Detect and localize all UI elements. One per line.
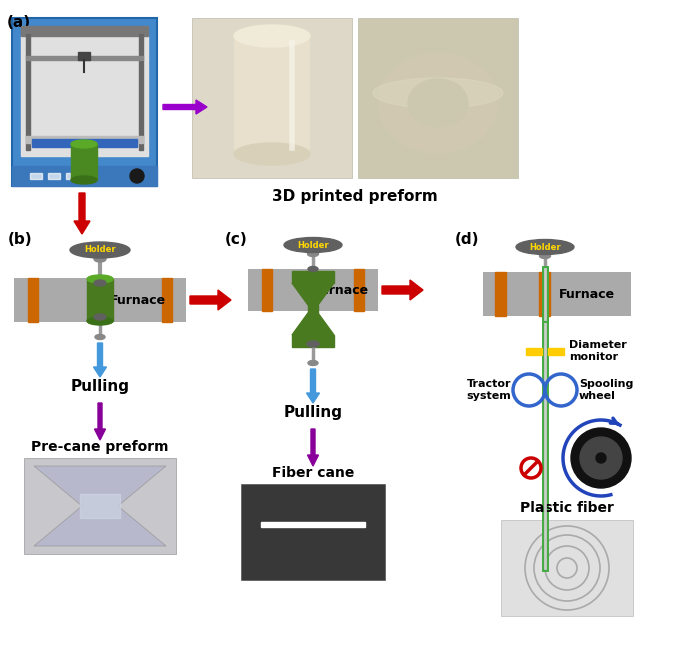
FancyArrow shape bbox=[190, 290, 231, 310]
Bar bbox=[66, 173, 78, 179]
FancyArrow shape bbox=[306, 369, 319, 403]
Text: Fiber cane: Fiber cane bbox=[272, 466, 354, 480]
Bar bbox=[78, 52, 90, 60]
Bar bbox=[526, 348, 542, 355]
Ellipse shape bbox=[516, 239, 574, 255]
Bar bbox=[308, 305, 318, 313]
Bar bbox=[234, 36, 310, 154]
Text: Tractor
system: Tractor system bbox=[466, 379, 511, 401]
Ellipse shape bbox=[234, 143, 310, 165]
Ellipse shape bbox=[71, 140, 97, 148]
Ellipse shape bbox=[87, 317, 113, 325]
Ellipse shape bbox=[540, 253, 551, 259]
Bar bbox=[262, 269, 272, 311]
Bar bbox=[28, 278, 38, 322]
Bar bbox=[21, 36, 148, 156]
Bar bbox=[501, 520, 633, 616]
Ellipse shape bbox=[284, 237, 342, 252]
Bar bbox=[32, 139, 137, 147]
Bar bbox=[292, 271, 334, 283]
Text: Plastic fiber: Plastic fiber bbox=[520, 501, 614, 515]
Bar bbox=[14, 278, 186, 322]
Text: Diameter
monitor: Diameter monitor bbox=[569, 340, 627, 362]
Text: Pulling: Pulling bbox=[284, 406, 342, 421]
Bar bbox=[30, 173, 42, 179]
FancyArrow shape bbox=[163, 100, 207, 114]
Ellipse shape bbox=[308, 252, 319, 257]
Bar bbox=[26, 136, 143, 143]
Text: Holder: Holder bbox=[297, 241, 329, 250]
Text: 3D printed preform: 3D printed preform bbox=[272, 188, 438, 204]
Bar bbox=[80, 494, 120, 518]
Ellipse shape bbox=[71, 176, 97, 184]
Bar bbox=[241, 484, 385, 580]
Text: Pre-cane preform: Pre-cane preform bbox=[32, 440, 169, 454]
Bar bbox=[21, 26, 148, 36]
FancyArrow shape bbox=[95, 403, 105, 440]
Bar bbox=[261, 522, 365, 527]
Circle shape bbox=[596, 453, 606, 463]
Bar bbox=[12, 166, 157, 186]
Bar bbox=[139, 34, 143, 150]
Ellipse shape bbox=[94, 280, 106, 286]
Ellipse shape bbox=[308, 361, 318, 366]
Bar bbox=[483, 272, 631, 316]
Ellipse shape bbox=[234, 25, 310, 47]
Circle shape bbox=[571, 428, 631, 488]
Bar bbox=[495, 272, 506, 316]
Circle shape bbox=[580, 437, 622, 479]
Bar bbox=[26, 56, 143, 60]
Text: Holder: Holder bbox=[84, 246, 116, 255]
FancyArrow shape bbox=[74, 193, 90, 234]
Ellipse shape bbox=[95, 335, 105, 339]
Ellipse shape bbox=[378, 53, 498, 153]
FancyArrow shape bbox=[382, 280, 423, 300]
Text: (c): (c) bbox=[225, 232, 248, 247]
Bar bbox=[71, 144, 97, 180]
Bar bbox=[12, 18, 157, 186]
Bar bbox=[162, 278, 172, 322]
Polygon shape bbox=[292, 283, 334, 305]
Ellipse shape bbox=[70, 242, 130, 258]
Bar bbox=[248, 269, 378, 311]
Text: Furnace: Furnace bbox=[110, 293, 166, 306]
Text: Furnace: Furnace bbox=[313, 284, 369, 297]
Text: (b): (b) bbox=[8, 232, 33, 247]
Ellipse shape bbox=[87, 275, 113, 283]
Text: Holder: Holder bbox=[530, 243, 561, 252]
Text: Pulling: Pulling bbox=[71, 379, 129, 395]
Ellipse shape bbox=[308, 266, 318, 272]
Ellipse shape bbox=[94, 256, 106, 262]
Ellipse shape bbox=[307, 341, 319, 347]
Bar bbox=[87, 279, 113, 321]
Bar bbox=[358, 18, 518, 178]
Bar bbox=[354, 269, 364, 311]
Circle shape bbox=[130, 169, 144, 183]
Ellipse shape bbox=[408, 79, 468, 127]
Ellipse shape bbox=[94, 314, 106, 320]
Text: (a): (a) bbox=[7, 15, 31, 30]
Text: Furnace: Furnace bbox=[559, 288, 615, 301]
Bar bbox=[24, 458, 176, 554]
Bar bbox=[48, 173, 60, 179]
Bar bbox=[292, 335, 334, 347]
Polygon shape bbox=[292, 313, 334, 335]
Bar bbox=[539, 272, 550, 316]
Polygon shape bbox=[34, 466, 166, 546]
FancyArrow shape bbox=[93, 343, 106, 377]
Bar bbox=[26, 34, 30, 150]
FancyArrow shape bbox=[308, 429, 319, 466]
Bar bbox=[192, 18, 352, 178]
Bar bbox=[548, 348, 564, 355]
Text: (d): (d) bbox=[455, 232, 480, 247]
Ellipse shape bbox=[373, 78, 503, 108]
Text: Spooling
wheel: Spooling wheel bbox=[579, 379, 634, 401]
